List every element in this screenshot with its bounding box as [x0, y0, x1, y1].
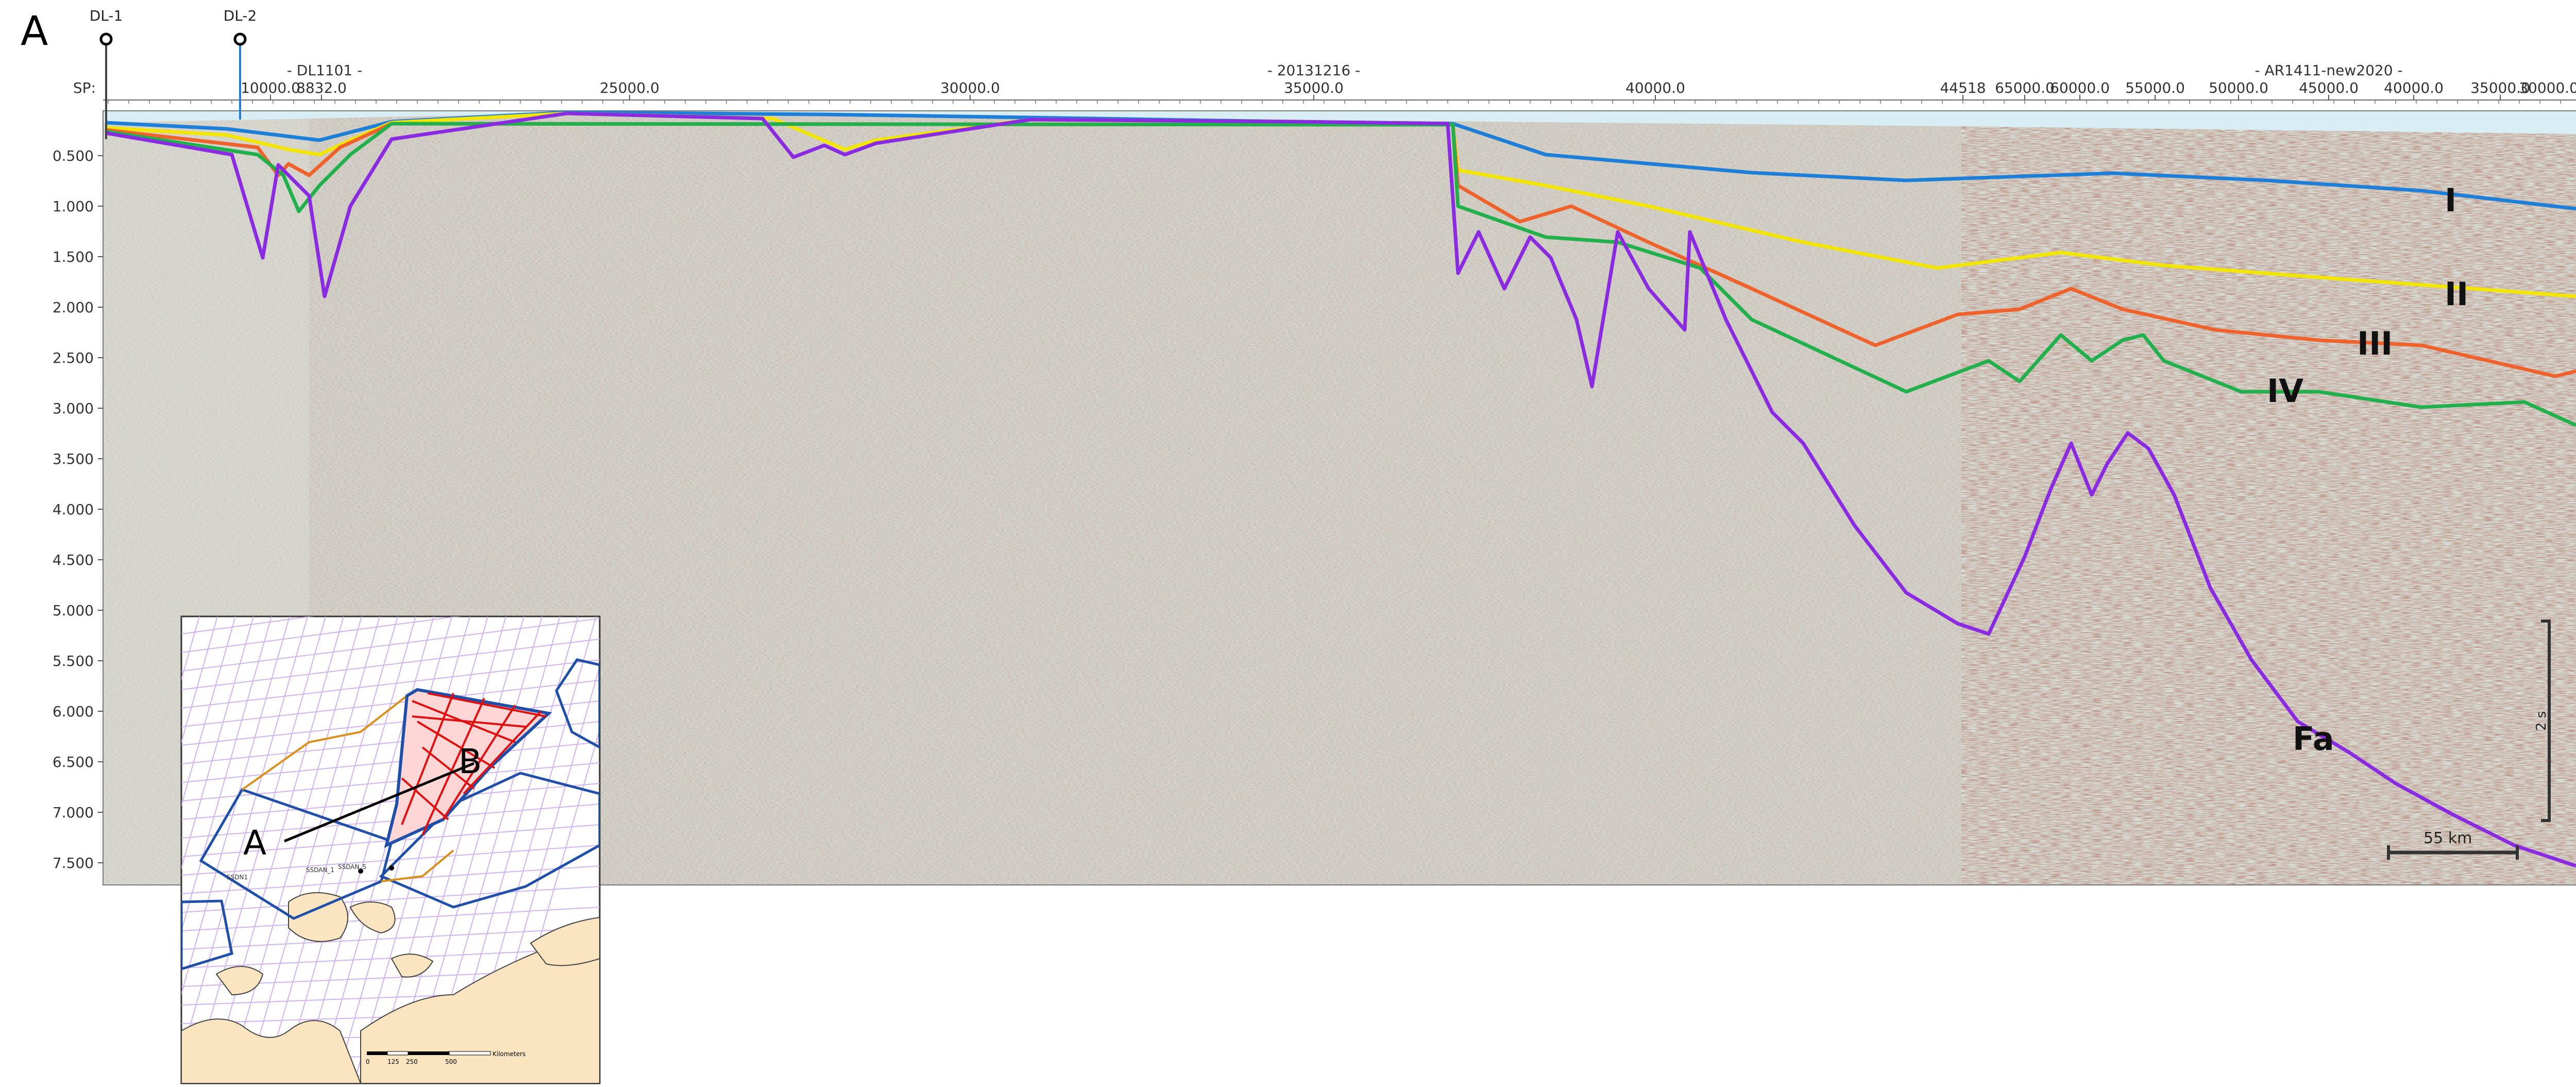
horizon-iv: [105, 122, 2576, 427]
sp-tick-label: 35000.0: [1284, 79, 1344, 96]
twt-tick-label: 3.000: [53, 400, 94, 417]
twt-tick-label: 4.500: [53, 551, 94, 568]
svg-text:0: 0: [366, 1058, 370, 1065]
twt-tick-label: 3.500: [53, 450, 94, 467]
svg-text:125: 125: [387, 1058, 399, 1065]
sp-tick-label: 50000.0: [2209, 79, 2268, 96]
location-map-inset: A B SSDN1 SSDAN_1 SSDAN_5 0 125 250 500 …: [180, 615, 601, 1084]
horizon-lines: [105, 111, 2576, 868]
seismic-section: [103, 111, 2576, 885]
horizon-label: IV: [2267, 372, 2303, 410]
svg-text:250: 250: [406, 1058, 418, 1065]
vertical-scale-label: 2 s: [2534, 711, 2549, 731]
twt-tick-label: 2.500: [53, 349, 94, 366]
horizon-label: Fa: [2293, 720, 2334, 758]
sp-tick-label: 55000.0: [2125, 79, 2185, 96]
twt-tick-label: 6.000: [53, 703, 94, 720]
horizon-iii: [105, 122, 2576, 378]
survey-line-label: - DL1101 -: [287, 62, 362, 79]
survey-line-label: - 20131216 -: [1267, 62, 1361, 79]
twt-tick-label: 0.500: [53, 147, 94, 164]
sp-tick-label: 30000.0: [940, 79, 1000, 96]
sp-tick-label: 40000.0: [1625, 79, 1685, 96]
survey-line-label: - AR1411-new2020 -: [2255, 62, 2402, 79]
well-label: DL-2: [224, 7, 257, 24]
sp-tick-label: 44518: [1940, 79, 1986, 96]
inset-well-label: SSDAN_1: [306, 866, 334, 874]
inset-well-label: SSDN1: [227, 874, 248, 881]
inset-profile-end: B: [459, 742, 482, 781]
twt-tick-label: 4.000: [53, 501, 94, 518]
twt-tick-label: 5.000: [53, 602, 94, 619]
sp-tick-label: 10000.0: [241, 79, 300, 96]
twt-tick-label: 2.000: [53, 299, 94, 316]
twt-tick-label: 6.500: [53, 754, 94, 771]
horizon-label: III: [2357, 325, 2393, 362]
well-marker: [233, 32, 247, 46]
sp-tick-label: 65000.0: [1995, 79, 2055, 96]
svg-text:500: 500: [445, 1058, 457, 1065]
sp-tick-label: 8832.0: [296, 79, 347, 96]
twt-tick-label: 7.500: [53, 855, 94, 872]
sp-tick-label: 60000.0: [2050, 79, 2110, 96]
section-frame: [103, 110, 2576, 885]
twt-tick-label: 5.500: [53, 653, 94, 670]
wells: DL-1 DL-2: [90, 7, 257, 139]
sp-tick-label: 35000.0: [2470, 79, 2530, 96]
sp-tick-label: 45000.0: [2299, 79, 2359, 96]
inset-scale-bar: 0 125 250 500 Kilometers: [366, 1050, 526, 1065]
sp-tick-label: 40000.0: [2384, 79, 2444, 96]
profile-start-label: A: [21, 8, 48, 55]
inset-well-label: SSDAN_5: [338, 863, 366, 871]
sp-tick-label: 30000.0: [2519, 79, 2576, 96]
horizontal-scale-label: 55 km: [2424, 829, 2472, 847]
well-label: DL-1: [90, 7, 123, 24]
twt-tick-label: 1.000: [53, 198, 94, 215]
sp-axis-label: SP:: [73, 79, 96, 96]
horizon-label: I: [2445, 181, 2456, 219]
well-marker: [99, 32, 113, 46]
sp-tick-label: 25000.0: [600, 79, 659, 96]
svg-text:Kilometers: Kilometers: [493, 1050, 526, 1058]
horizon-fa: [105, 111, 2576, 868]
scale-bars: 55 km: [2387, 620, 2551, 860]
twt-tick-label: 7.000: [53, 804, 94, 821]
twt-tick-label: 1.500: [53, 248, 94, 265]
twt-axis-left: 0.500 1.000 1.500 2.000 2.500 3.000 3.500 4.000…: [53, 147, 103, 872]
horizon-label: II: [2445, 275, 2468, 313]
inset-profile-start: A: [243, 823, 266, 863]
